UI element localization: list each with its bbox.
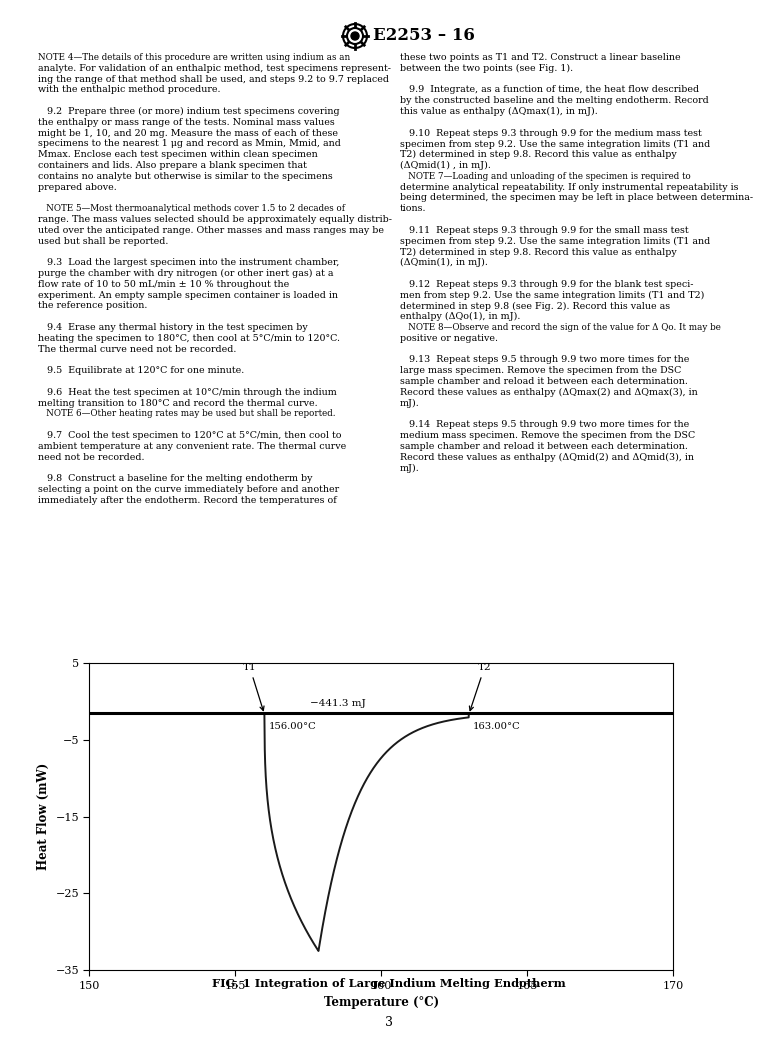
Text: T2: T2 — [469, 663, 491, 711]
Text: range. The mass values selected should be approximately equally distrib-: range. The mass values selected should b… — [38, 215, 392, 224]
Text: this value as enthalpy (ΔQmax(1), in mJ).: this value as enthalpy (ΔQmax(1), in mJ)… — [400, 107, 598, 117]
Text: contains no analyte but otherwise is similar to the specimens: contains no analyte but otherwise is sim… — [38, 172, 333, 181]
Text: experiment. An empty sample specimen container is loaded in: experiment. An empty sample specimen con… — [38, 290, 338, 300]
Text: heating the specimen to 180°C, then cool at 5°C/min to 120°C.: heating the specimen to 180°C, then cool… — [38, 334, 340, 342]
Text: NOTE 6—Other heating rates may be used but shall be reported.: NOTE 6—Other heating rates may be used b… — [38, 409, 335, 418]
Text: The thermal curve need not be recorded.: The thermal curve need not be recorded. — [38, 345, 237, 354]
Y-axis label: Heat Flow (mW): Heat Flow (mW) — [37, 763, 50, 870]
Text: sample chamber and reload it between each determination.: sample chamber and reload it between eac… — [400, 377, 688, 386]
Text: 9.11  Repeat steps 9.3 through 9.9 for the small mass test: 9.11 Repeat steps 9.3 through 9.9 for th… — [400, 226, 689, 235]
Text: containers and lids. Also prepare a blank specimen that: containers and lids. Also prepare a blan… — [38, 161, 307, 170]
Text: (ΔQmin(1), in mJ).: (ΔQmin(1), in mJ). — [400, 258, 488, 268]
Text: Record these values as enthalpy (ΔQmax(2) and ΔQmax(3), in: Record these values as enthalpy (ΔQmax(2… — [400, 388, 698, 397]
Text: these two points as T1 and T2. Construct a linear baseline: these two points as T1 and T2. Construct… — [400, 53, 681, 62]
Text: NOTE 7—Loading and unloading of the specimen is required to: NOTE 7—Loading and unloading of the spec… — [400, 172, 691, 181]
Text: 9.10  Repeat steps 9.3 through 9.9 for the medium mass test: 9.10 Repeat steps 9.3 through 9.9 for th… — [400, 129, 702, 137]
Text: 9.2  Prepare three (or more) indium test specimens covering: 9.2 Prepare three (or more) indium test … — [38, 107, 340, 117]
Text: 156.00°C: 156.00°C — [269, 722, 317, 731]
Text: 9.13  Repeat steps 9.5 through 9.9 two more times for the: 9.13 Repeat steps 9.5 through 9.9 two mo… — [400, 355, 689, 364]
Text: mJ).: mJ). — [400, 399, 420, 408]
Text: FIG. 1 Integration of Large Indium Melting Endotherm: FIG. 1 Integration of Large Indium Melti… — [212, 979, 566, 989]
Text: (ΔQmid(1) , in mJ).: (ΔQmid(1) , in mJ). — [400, 161, 491, 170]
Text: 9.14  Repeat steps 9.5 through 9.9 two more times for the: 9.14 Repeat steps 9.5 through 9.9 two mo… — [400, 421, 689, 429]
Text: ing the range of that method shall be used, and steps 9.2 to 9.7 replaced: ing the range of that method shall be us… — [38, 75, 389, 83]
Text: Mmax. Enclose each test specimen within clean specimen: Mmax. Enclose each test specimen within … — [38, 150, 317, 159]
Text: the enthalpy or mass range of the tests. Nominal mass values: the enthalpy or mass range of the tests.… — [38, 118, 335, 127]
Text: 9.3  Load the largest specimen into the instrument chamber,: 9.3 Load the largest specimen into the i… — [38, 258, 339, 268]
Text: 9.7  Cool the test specimen to 120°C at 5°C/min, then cool to: 9.7 Cool the test specimen to 120°C at 5… — [38, 431, 342, 440]
Text: 9.5  Equilibrate at 120°C for one minute.: 9.5 Equilibrate at 120°C for one minute. — [38, 366, 244, 375]
Text: determine analytical repeatability. If only instrumental repeatability is: determine analytical repeatability. If o… — [400, 182, 738, 192]
Text: 9.12  Repeat steps 9.3 through 9.9 for the blank test speci-: 9.12 Repeat steps 9.3 through 9.9 for th… — [400, 280, 693, 288]
Text: purge the chamber with dry nitrogen (or other inert gas) at a: purge the chamber with dry nitrogen (or … — [38, 269, 334, 278]
Circle shape — [351, 32, 359, 40]
Text: men from step 9.2. Use the same integration limits (T1 and T2): men from step 9.2. Use the same integrat… — [400, 290, 704, 300]
Text: prepared above.: prepared above. — [38, 182, 117, 192]
Text: 9.4  Erase any thermal history in the test specimen by: 9.4 Erase any thermal history in the tes… — [38, 323, 308, 332]
Text: 9.8  Construct a baseline for the melting endotherm by: 9.8 Construct a baseline for the melting… — [38, 475, 313, 483]
Text: NOTE 4—The details of this procedure are written using indium as an: NOTE 4—The details of this procedure are… — [38, 53, 350, 62]
Text: specimens to the nearest 1 μg and record as Mmin, Mmid, and: specimens to the nearest 1 μg and record… — [38, 139, 341, 149]
Text: medium mass specimen. Remove the specimen from the DSC: medium mass specimen. Remove the specime… — [400, 431, 696, 440]
Text: 9.9  Integrate, as a function of time, the heat flow described: 9.9 Integrate, as a function of time, th… — [400, 85, 699, 95]
Text: analyte. For validation of an enthalpic method, test specimens represent-: analyte. For validation of an enthalpic … — [38, 64, 391, 73]
Text: Record these values as enthalpy (ΔQmid(2) and ΔQmid(3), in: Record these values as enthalpy (ΔQmid(2… — [400, 453, 694, 462]
Text: large mass specimen. Remove the specimen from the DSC: large mass specimen. Remove the specimen… — [400, 366, 682, 375]
Text: between the two points (see Fig. 1).: between the two points (see Fig. 1). — [400, 64, 573, 73]
Text: by the constructed baseline and the melting endotherm. Record: by the constructed baseline and the melt… — [400, 96, 709, 105]
Text: 9.6  Heat the test specimen at 10°C/min through the indium: 9.6 Heat the test specimen at 10°C/min t… — [38, 388, 337, 397]
Text: enthalpy (ΔQo(1), in mJ).: enthalpy (ΔQo(1), in mJ). — [400, 312, 520, 322]
Text: used but shall be reported.: used but shall be reported. — [38, 236, 168, 246]
Text: determined in step 9.8 (see Fig. 2). Record this value as: determined in step 9.8 (see Fig. 2). Rec… — [400, 302, 670, 310]
Text: T2) determined in step 9.8. Record this value as enthalpy: T2) determined in step 9.8. Record this … — [400, 150, 677, 159]
Text: T2) determined in step 9.8. Record this value as enthalpy: T2) determined in step 9.8. Record this … — [400, 248, 677, 256]
Text: specimen from step 9.2. Use the same integration limits (T1 and: specimen from step 9.2. Use the same int… — [400, 139, 710, 149]
Text: the reference position.: the reference position. — [38, 302, 147, 310]
Text: need not be recorded.: need not be recorded. — [38, 453, 145, 461]
Text: sample chamber and reload it between each determination.: sample chamber and reload it between eac… — [400, 441, 688, 451]
Text: 3: 3 — [385, 1016, 393, 1029]
Text: mJ).: mJ). — [400, 463, 420, 473]
Text: immediately after the endotherm. Record the temperatures of: immediately after the endotherm. Record … — [38, 496, 337, 505]
Text: NOTE 8—Observe and record the sign of the value for Δ Qo. It may be: NOTE 8—Observe and record the sign of th… — [400, 323, 721, 332]
Text: with the enthalpic method procedure.: with the enthalpic method procedure. — [38, 85, 220, 95]
Text: positive or negative.: positive or negative. — [400, 334, 498, 342]
Text: selecting a point on the curve immediately before and another: selecting a point on the curve immediate… — [38, 485, 339, 494]
Text: E2253 – 16: E2253 – 16 — [373, 27, 475, 45]
Text: specimen from step 9.2. Use the same integration limits (T1 and: specimen from step 9.2. Use the same int… — [400, 236, 710, 246]
Text: T1: T1 — [243, 663, 264, 711]
Text: melting transition to 180°C and record the thermal curve.: melting transition to 180°C and record t… — [38, 399, 317, 408]
Text: uted over the anticipated range. Other masses and mass ranges may be: uted over the anticipated range. Other m… — [38, 226, 384, 235]
Text: NOTE 5—Most thermoanalytical methods cover 1.5 to 2 decades of: NOTE 5—Most thermoanalytical methods cov… — [38, 204, 345, 213]
Text: flow rate of 10 to 50 mL/min ± 10 % throughout the: flow rate of 10 to 50 mL/min ± 10 % thro… — [38, 280, 289, 288]
Text: might be 1, 10, and 20 mg. Measure the mass of each of these: might be 1, 10, and 20 mg. Measure the m… — [38, 129, 338, 137]
Text: ambient temperature at any convenient rate. The thermal curve: ambient temperature at any convenient ra… — [38, 441, 346, 451]
Text: being determined, the specimen may be left in place between determina-: being determined, the specimen may be le… — [400, 194, 753, 202]
Text: tions.: tions. — [400, 204, 426, 213]
X-axis label: Temperature (°C): Temperature (°C) — [324, 996, 439, 1009]
Text: 163.00°C: 163.00°C — [473, 722, 521, 731]
Text: −441.3 mJ: −441.3 mJ — [310, 699, 366, 708]
